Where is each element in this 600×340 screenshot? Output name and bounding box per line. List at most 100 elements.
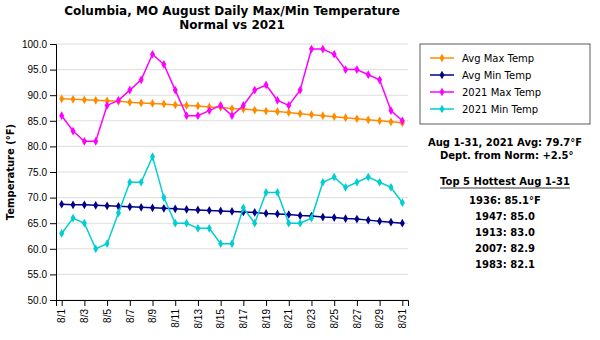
legend-label: Avg Max Temp [462,53,534,64]
series-marker [388,218,393,227]
x-tick-mark [380,300,381,306]
x-tick-mark [221,300,222,306]
y-axis-line [50,45,57,301]
x-axis: 8/18/38/58/78/98/118/138/158/178/198/218… [56,300,408,328]
series-marker [161,193,166,202]
series-marker [354,65,359,74]
y-tick-label: 90.0 [28,90,48,101]
series-marker [184,101,189,110]
x-tick-mark [62,300,63,306]
series-marker [332,112,337,121]
series-marker [275,188,280,197]
y-tick: 95.0 [28,64,56,75]
series-layer [59,45,405,253]
series-marker [332,173,337,182]
series-marker [173,86,178,95]
series-marker [229,239,234,248]
series-marker [150,99,155,108]
series-marker [298,109,303,118]
series-marker [286,219,291,228]
x-tick-mark [84,300,85,306]
series-marker [309,110,314,119]
x-tick: 8/25 [329,300,340,328]
series-marker [105,201,110,210]
y-tick: 70.0 [28,192,56,203]
y-tick-mark [50,300,56,301]
series-marker [332,213,337,222]
series-line [62,157,403,249]
series-marker [354,215,359,224]
x-tick: 8/9 [147,300,158,323]
series-marker [229,111,234,120]
series-marker [139,203,144,212]
y-tick: 90.0 [28,90,56,101]
series-marker [59,111,64,120]
series-marker [264,209,269,218]
y-tick-label: 60.0 [28,244,48,255]
y-tick-mark [50,274,56,275]
series-marker [366,216,371,225]
series-marker [377,116,382,125]
series-marker [59,200,64,209]
x-tick-label: 8/17 [238,309,249,329]
y-tick-label: 70.0 [28,192,48,203]
x-tick-label: 8/21 [283,309,294,329]
x-tick: 8/29 [374,300,385,328]
series-marker [275,107,280,116]
y-tick: 100.0 [22,39,56,50]
series-marker [116,209,121,218]
series-marker [93,201,98,210]
y-tick-label: 95.0 [28,64,48,75]
x-tick-label: 8/11 [170,309,181,328]
x-tick-mark [198,300,199,306]
series-marker [150,203,155,212]
series-marker [275,210,280,219]
legend-label: Avg Min Temp [462,70,531,81]
series-marker [309,214,314,223]
y-tick-label: 50.0 [28,295,48,306]
series-marker [184,111,189,120]
series-marker [127,86,132,95]
series-marker [354,178,359,187]
y-tick: 75.0 [28,167,56,178]
series-marker [105,239,110,248]
annotation: Aug 1-31, 2021 Avg: 79.7°F Dept. from No… [428,137,582,161]
series-marker [59,94,64,103]
series-marker [241,101,246,110]
grid-line [56,95,408,96]
series-marker [139,99,144,108]
annotation: 2007: 82.9 [475,243,535,254]
series-marker [298,86,303,95]
series-marker [207,206,212,215]
series-marker [161,204,166,213]
series-marker [207,224,212,233]
y-tick-mark [50,249,56,250]
x-tick-label: 8/19 [261,309,272,329]
x-tick-label: 8/27 [352,309,363,329]
series-marker [71,200,76,209]
x-tick: 8/19 [261,300,272,328]
series-marker [218,101,223,110]
x-tick-mark [130,300,131,306]
series-marker [93,244,98,253]
series-marker [195,102,200,111]
annotation: 1913: 83.0 [475,227,535,238]
series-marker [207,106,212,115]
legend-label: 2021 Min Temp [462,104,538,115]
grid-line [56,248,408,249]
y-tick-label: 80.0 [28,141,48,152]
chart: 8/18/38/58/78/98/118/138/158/178/198/218… [0,0,600,340]
y-tick-mark [50,44,56,45]
series-marker [105,101,110,110]
y-tick-mark [50,172,56,173]
series-marker [82,200,87,209]
series-marker [286,101,291,110]
series-marker [343,214,348,223]
x-tick: 8/23 [306,300,317,328]
series-marker [82,137,87,146]
series-marker [400,219,405,228]
series-marker [71,127,76,136]
x-tick: 8/27 [352,300,363,328]
series-marker [93,137,98,146]
legend-marker [439,88,444,97]
